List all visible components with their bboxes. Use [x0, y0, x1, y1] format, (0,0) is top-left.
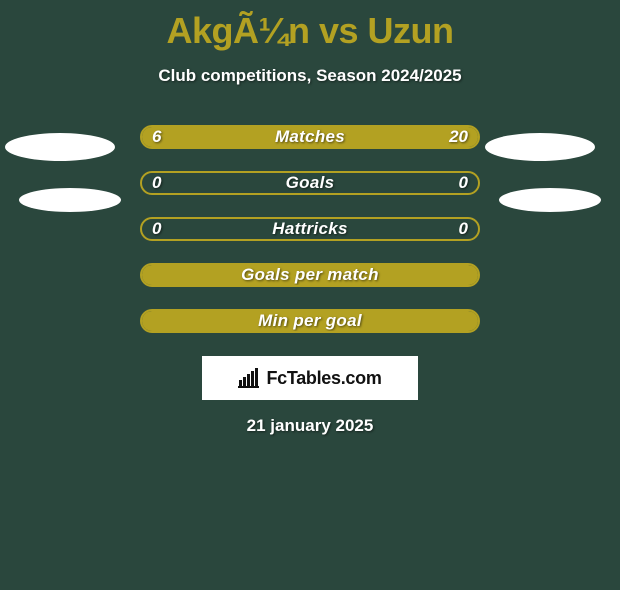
ellipse-bottom-right [499, 188, 601, 212]
snapshot-date: 21 january 2025 [0, 416, 620, 436]
ellipse-top-left [5, 133, 115, 161]
bar-label: Hattricks [142, 219, 478, 239]
bar-label: Min per goal [142, 311, 478, 331]
bar-goals-per-match: Goals per match [140, 263, 480, 287]
ellipse-bottom-left [19, 188, 121, 212]
bar-label: Matches [142, 127, 478, 147]
bar-goals: 0 Goals 0 [140, 171, 480, 195]
row-min-per-goal: Min per goal [0, 298, 620, 344]
source-badge-text: FcTables.com [266, 368, 381, 389]
bar-right-value: 20 [449, 127, 468, 147]
bar-label: Goals per match [142, 265, 478, 285]
row-goals-per-match: Goals per match [0, 252, 620, 298]
comparison-title: AkgÃ¼n vs Uzun [0, 10, 620, 52]
bar-hattricks: 0 Hattricks 0 [140, 217, 480, 241]
bar-right-value: 0 [459, 219, 468, 239]
bar-min-per-goal: Min per goal [140, 309, 480, 333]
source-badge[interactable]: FcTables.com [202, 356, 418, 400]
bar-chart-icon [238, 368, 262, 388]
ellipse-top-right [485, 133, 595, 161]
bar-label: Goals [142, 173, 478, 193]
comparison-subtitle: Club competitions, Season 2024/2025 [0, 66, 620, 86]
bar-matches: 6 Matches 20 [140, 125, 480, 149]
bar-right-value: 0 [459, 173, 468, 193]
row-hattricks: 0 Hattricks 0 [0, 206, 620, 252]
